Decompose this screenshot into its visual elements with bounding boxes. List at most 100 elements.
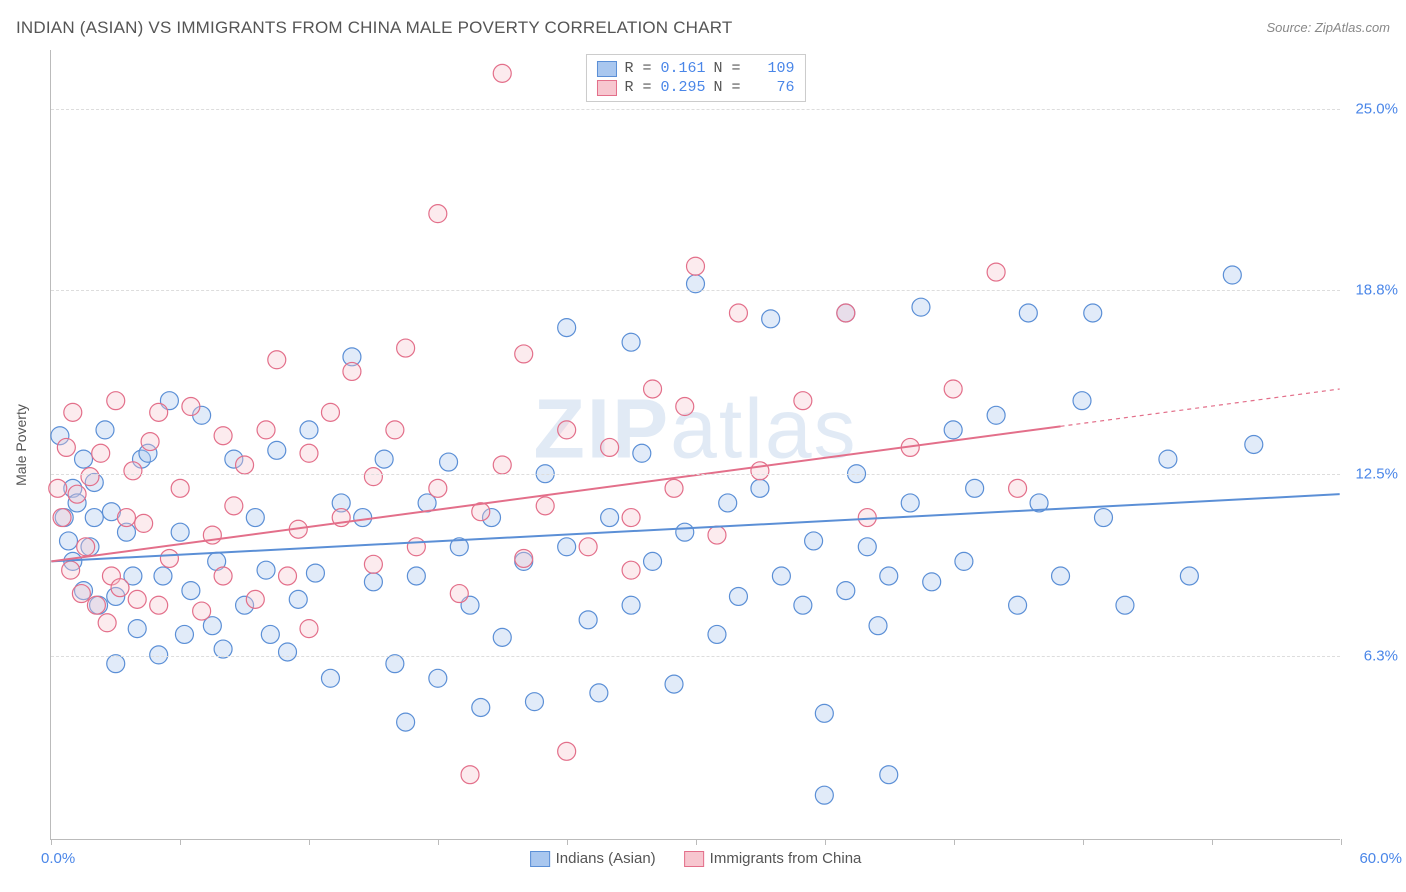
data-point-china	[665, 479, 683, 497]
data-point-china	[68, 485, 86, 503]
swatch-china	[596, 80, 616, 96]
data-point-indians	[279, 643, 297, 661]
n-label: N =	[714, 60, 741, 77]
data-point-indians	[364, 573, 382, 591]
x-axis-max-label: 60.0%	[1359, 850, 1402, 867]
data-point-china	[268, 351, 286, 369]
data-point-indians	[579, 611, 597, 629]
data-point-indians	[1116, 596, 1134, 614]
data-point-china	[111, 579, 129, 597]
legend-label-china: Immigrants from China	[710, 850, 862, 867]
data-point-china	[321, 403, 339, 421]
data-point-indians	[1084, 304, 1102, 322]
data-point-indians	[289, 590, 307, 608]
data-point-indians	[772, 567, 790, 585]
data-point-indians	[440, 453, 458, 471]
legend-row-indians: R = 0.161 N = 109	[596, 59, 794, 78]
data-point-indians	[96, 421, 114, 439]
data-point-china	[837, 304, 855, 322]
data-point-indians	[601, 509, 619, 527]
data-point-indians	[375, 450, 393, 468]
plot-area: ZIPatlas R = 0.161 N = 109 R = 0.295 N =…	[50, 50, 1340, 840]
gridline-h	[51, 109, 1340, 110]
data-point-china	[450, 585, 468, 603]
data-point-china	[62, 561, 80, 579]
data-point-china	[622, 509, 640, 527]
data-point-indians	[472, 699, 490, 717]
data-point-indians	[1009, 596, 1027, 614]
data-point-china	[141, 433, 159, 451]
data-point-indians	[837, 582, 855, 600]
data-point-china	[622, 561, 640, 579]
data-point-china	[644, 380, 662, 398]
data-point-indians	[558, 538, 576, 556]
data-point-china	[128, 590, 146, 608]
data-point-indians	[171, 523, 189, 541]
legend-label-indians: Indians (Asian)	[556, 850, 656, 867]
data-point-indians	[794, 596, 812, 614]
x-tick	[51, 839, 52, 845]
data-point-indians	[729, 587, 747, 605]
data-point-indians	[386, 655, 404, 673]
data-point-china	[493, 456, 511, 474]
data-point-china	[493, 64, 511, 82]
source-attribution: Source: ZipAtlas.com	[1266, 20, 1390, 35]
x-tick	[309, 839, 310, 845]
data-point-indians	[154, 567, 172, 585]
data-point-indians	[869, 617, 887, 635]
data-point-china	[601, 438, 619, 456]
data-point-indians	[268, 441, 286, 459]
data-point-indians	[60, 532, 78, 550]
data-point-china	[558, 421, 576, 439]
data-point-china	[117, 509, 135, 527]
r-label: R =	[624, 60, 651, 77]
y-tick-label: 12.5%	[1355, 466, 1398, 483]
data-point-china	[236, 456, 254, 474]
data-point-indians	[633, 444, 651, 462]
data-point-china	[687, 257, 705, 275]
data-point-china	[214, 567, 232, 585]
r-value-indians: 0.161	[660, 60, 706, 77]
data-point-indians	[762, 310, 780, 328]
data-point-china	[92, 444, 110, 462]
data-point-china	[987, 263, 1005, 281]
data-point-indians	[858, 538, 876, 556]
data-point-indians	[306, 564, 324, 582]
data-point-indians	[1052, 567, 1070, 585]
data-point-indians	[665, 675, 683, 693]
data-point-indians	[1073, 392, 1091, 410]
data-point-china	[515, 549, 533, 567]
data-point-china	[407, 538, 425, 556]
x-tick	[1341, 839, 1342, 845]
data-point-indians	[590, 684, 608, 702]
x-tick	[954, 839, 955, 845]
data-point-china	[160, 549, 178, 567]
data-point-china	[77, 538, 95, 556]
data-point-china	[558, 742, 576, 760]
data-point-indians	[923, 573, 941, 591]
legend-item-china: Immigrants from China	[684, 850, 862, 867]
data-point-indians	[493, 628, 511, 646]
data-point-indians	[719, 494, 737, 512]
data-point-indians	[987, 406, 1005, 424]
data-point-china	[751, 462, 769, 480]
data-point-china	[72, 585, 90, 603]
data-point-china	[64, 403, 82, 421]
data-point-indians	[407, 567, 425, 585]
data-point-china	[246, 590, 264, 608]
data-point-china	[279, 567, 297, 585]
data-point-indians	[429, 669, 447, 687]
data-point-china	[536, 497, 554, 515]
trend-line-dash-china	[1061, 389, 1340, 426]
trend-line-indians	[51, 494, 1339, 561]
data-point-china	[794, 392, 812, 410]
data-point-china	[53, 509, 71, 527]
data-point-china	[257, 421, 275, 439]
data-point-indians	[75, 450, 93, 468]
data-point-china	[579, 538, 597, 556]
data-point-indians	[1223, 266, 1241, 284]
data-point-indians	[751, 479, 769, 497]
data-point-china	[364, 468, 382, 486]
data-point-indians	[708, 625, 726, 643]
scatter-svg	[51, 50, 1340, 839]
